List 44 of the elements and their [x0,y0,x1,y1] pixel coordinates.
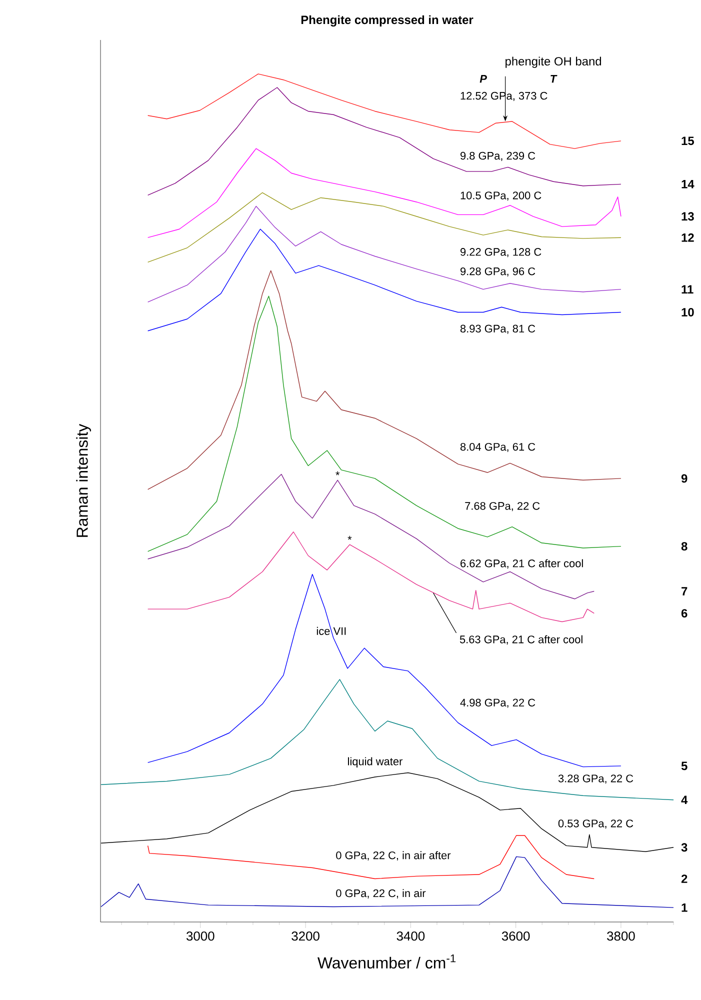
annotation: liquid water [348,757,403,768]
annotation: * [336,471,340,476]
annotation: P [480,75,488,83]
text: 15 [682,136,694,146]
annotation: T [550,75,558,83]
annotation: phengite OH band [506,56,602,68]
text: 6 [682,609,688,618]
annotation: 0 GPa, 22 C, in air after [336,851,451,861]
x-tick-label: 3000 [186,931,215,941]
annotation: 4.98 GPa, 22 C [460,698,536,708]
annotation: 9.28 GPa, 96 C [460,267,536,276]
x-tick-label: 3400 [397,931,425,941]
text: 2 [682,874,688,883]
y-axis-title: Raman intensity [76,424,92,537]
text: 8 [682,542,688,551]
annotation: 7.68 GPa, 22 C [465,502,540,512]
text: 12 [682,233,694,242]
annotation: 5.63 GPa, 21 C after cool [460,635,583,645]
x-axis-title: Wavenumber / cm$^{-1}$ [318,954,456,969]
annotation: 8.93 GPa, 81 C [460,324,536,334]
annotation: 10.5 GPa, 200 C [461,192,542,201]
text: 7 [682,587,688,596]
annotation: 0.53 GPa, 22 C [558,820,634,829]
chart-title: Phengite compressed in water [302,15,474,27]
text: 13 [682,212,694,221]
text: 11 [682,285,694,294]
annotation: 8.04 GPa, 61 C [460,442,536,452]
annotation: ice VII [317,626,346,635]
annotation: * [348,536,352,540]
annotation: 0 GPa, 22 C, in air [336,889,426,898]
text: 5 [682,762,688,770]
series-label: 1 [682,903,688,912]
x-tick-label: 3800 [607,931,636,941]
text: 9 [682,474,688,483]
series-label: 3 [682,843,688,852]
series-label: 4 [681,796,688,804]
text: 10 [682,308,694,316]
x-tick-label: 3600 [502,931,530,941]
text: 14 [682,180,694,188]
annotation: 3.28 GPa, 22 C [558,774,634,784]
annotation: 9.22 GPa, 128 C [460,248,542,258]
x-tick-label: 3200 [292,931,320,941]
annotation: 6.62 GPa, 21 C after cool [460,559,584,569]
annotation: 9.8 GPa, 239 C [460,152,536,161]
